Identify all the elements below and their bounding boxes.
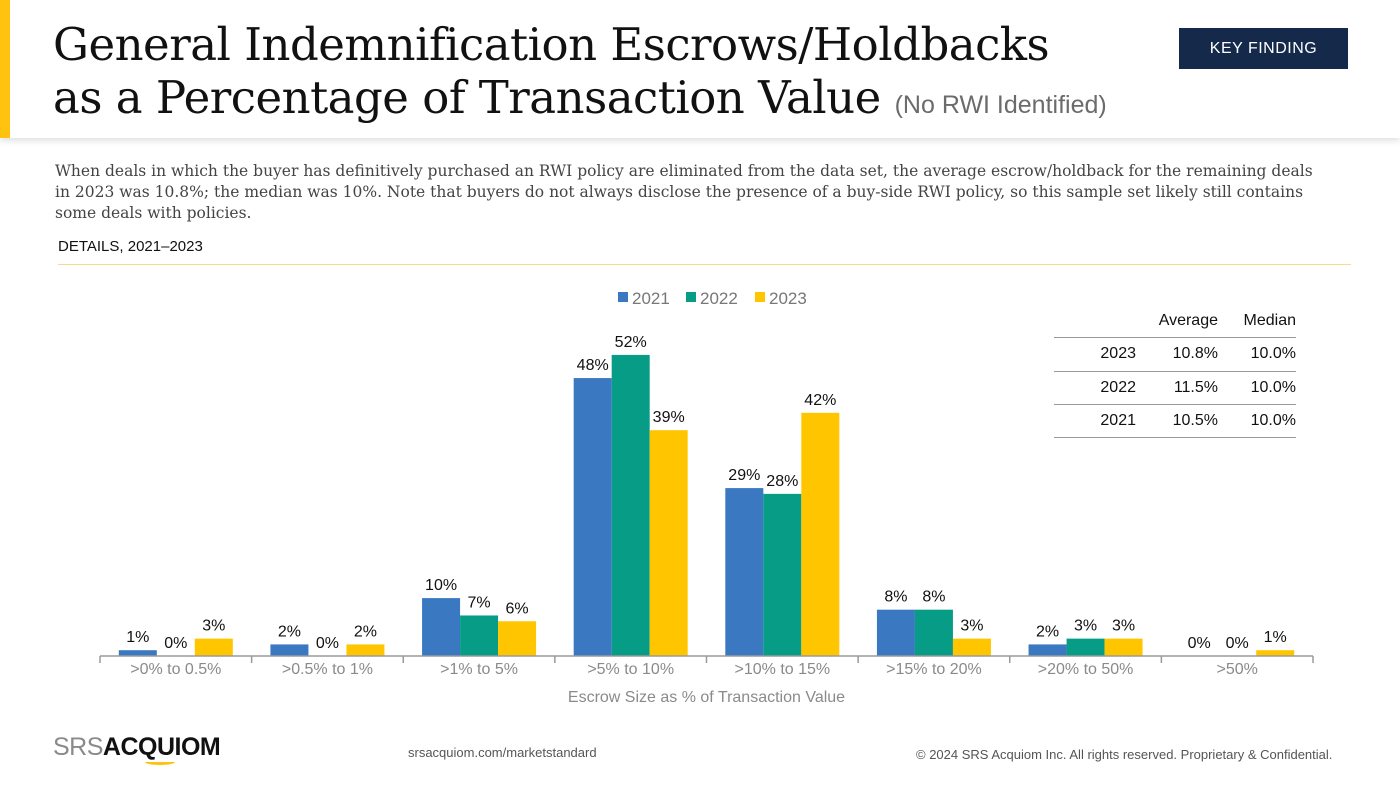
section-divider	[58, 264, 1351, 265]
x-tick-label: >5% to 10%	[587, 661, 674, 678]
bar-2023[interactable]	[346, 644, 385, 656]
stats-year: 2023	[1100, 345, 1136, 363]
stats-year: 2021	[1100, 411, 1136, 429]
stats-header-row: Average Median	[1054, 305, 1296, 337]
srs-acquiom-logo: SRSACQUIOM	[53, 733, 221, 765]
data-label: 10%	[425, 577, 457, 594]
data-label: 52%	[615, 334, 647, 351]
bar-chart: 2021 2022 2023 1% 0% 3% >0% to 0.5% 2% 0% 2% >0.5%…	[99, 289, 1314, 706]
bar-2023[interactable]	[498, 621, 537, 656]
data-label: 3%	[960, 618, 983, 635]
title-subtitle: (No RWI Identified)	[894, 91, 1107, 119]
bar-2023[interactable]	[194, 638, 233, 656]
data-label: 0%	[316, 635, 339, 652]
data-label: 7%	[468, 594, 491, 611]
data-label: 1%	[126, 629, 149, 646]
stats-row: 2021 10.5% 10.0%	[1054, 404, 1296, 438]
legend-swatch-2021	[618, 292, 628, 302]
data-label: 6%	[506, 600, 529, 617]
stats-table: Average Median 2023 10.8% 10.0% 2022 11.…	[1054, 305, 1296, 438]
legend-label-2023: 2023	[769, 289, 807, 308]
data-label: 42%	[804, 392, 836, 409]
logo-srs: SRS	[53, 733, 103, 761]
bar-2023[interactable]	[1104, 638, 1143, 656]
bar-2021[interactable]	[876, 609, 915, 656]
x-tick-label: >50%	[1217, 661, 1258, 678]
x-tick-label: >0.5% to 1%	[282, 661, 373, 678]
x-tick-label: >10% to 15%	[735, 661, 831, 678]
data-label: 8%	[884, 589, 907, 606]
legend-label-2022: 2022	[700, 289, 738, 308]
data-label: 0%	[1188, 635, 1211, 652]
stats-median: 10.0%	[1250, 411, 1296, 429]
data-label: 1%	[1264, 629, 1287, 646]
bar-2022[interactable]	[460, 615, 499, 656]
logo-acquiom: ACQUIOM	[102, 733, 221, 761]
x-tick-label: >1% to 5%	[440, 661, 518, 678]
x-tick-label: >15% to 20%	[886, 661, 982, 678]
legend-swatch-2023	[755, 292, 765, 302]
data-label: 0%	[1226, 635, 1249, 652]
bar-2023[interactable]	[801, 412, 840, 656]
stats-average: 10.8%	[1172, 345, 1218, 363]
description-text: When deals in which the buyer has defini…	[55, 162, 1313, 222]
data-label: 2%	[1036, 623, 1059, 640]
bar-2021[interactable]	[1028, 644, 1067, 656]
stats-header-median: Median	[1243, 312, 1296, 329]
bar-2021[interactable]	[270, 644, 309, 656]
stats-row: 2023 10.8% 10.0%	[1054, 337, 1296, 371]
slide-title: General Indemnification Escrows/Holdback…	[53, 18, 1107, 132]
data-label: 3%	[1112, 618, 1135, 635]
stats-average: 11.5%	[1173, 378, 1218, 396]
stats-row: 2022 11.5% 10.0%	[1054, 370, 1296, 405]
data-label: 39%	[653, 409, 685, 426]
footer-copyright: © 2024 SRS Acquiom Inc. All rights reser…	[916, 747, 1333, 762]
data-label: 3%	[1074, 618, 1097, 635]
data-label: 2%	[354, 623, 377, 640]
data-label: 3%	[202, 618, 225, 635]
bar-2023[interactable]	[1256, 650, 1295, 656]
section-label: DETAILS, 2021–2023	[58, 238, 203, 255]
title-line-1: General Indemnification Escrows/Holdback…	[53, 18, 1050, 71]
data-label: 28%	[766, 473, 798, 490]
data-label: 48%	[577, 357, 609, 374]
stats-year: 2022	[1100, 378, 1136, 396]
bar-2023[interactable]	[952, 638, 991, 656]
bar-2021[interactable]	[573, 378, 612, 656]
bar-2023[interactable]	[649, 430, 688, 656]
x-tick-label: >20% to 50%	[1038, 661, 1134, 678]
x-axis-title: Escrow Size as % of Transaction Value	[568, 689, 845, 706]
bar-2021[interactable]	[422, 598, 461, 656]
stats-median: 10.0%	[1250, 378, 1296, 396]
bar-2021[interactable]	[725, 488, 764, 656]
x-tick-label: >0% to 0.5%	[130, 661, 221, 678]
key-finding-badge: KEY FINDING	[1179, 28, 1348, 69]
bar-2022[interactable]	[763, 493, 802, 656]
slide-header: General Indemnification Escrows/Holdback…	[0, 0, 1400, 138]
bar-2021[interactable]	[118, 650, 157, 656]
logo-swoosh-icon	[145, 759, 175, 765]
data-label: 8%	[922, 589, 945, 606]
accent-bar	[0, 0, 10, 138]
bar-2022[interactable]	[1066, 638, 1105, 656]
data-label: 0%	[164, 635, 187, 652]
legend-label-2021: 2021	[632, 289, 670, 308]
title-line-2: as a Percentage of Transaction Value	[53, 71, 881, 124]
data-label: 2%	[278, 623, 301, 640]
bar-2022[interactable]	[611, 354, 650, 656]
data-label: 29%	[728, 467, 760, 484]
stats-average: 10.5%	[1172, 411, 1218, 429]
stats-median: 10.0%	[1250, 345, 1296, 363]
footer-url[interactable]: srsacquiom.com/marketstandard	[408, 745, 597, 760]
stats-header-average: Average	[1158, 312, 1218, 329]
bar-2022[interactable]	[914, 609, 953, 656]
legend-swatch-2022	[686, 292, 696, 302]
